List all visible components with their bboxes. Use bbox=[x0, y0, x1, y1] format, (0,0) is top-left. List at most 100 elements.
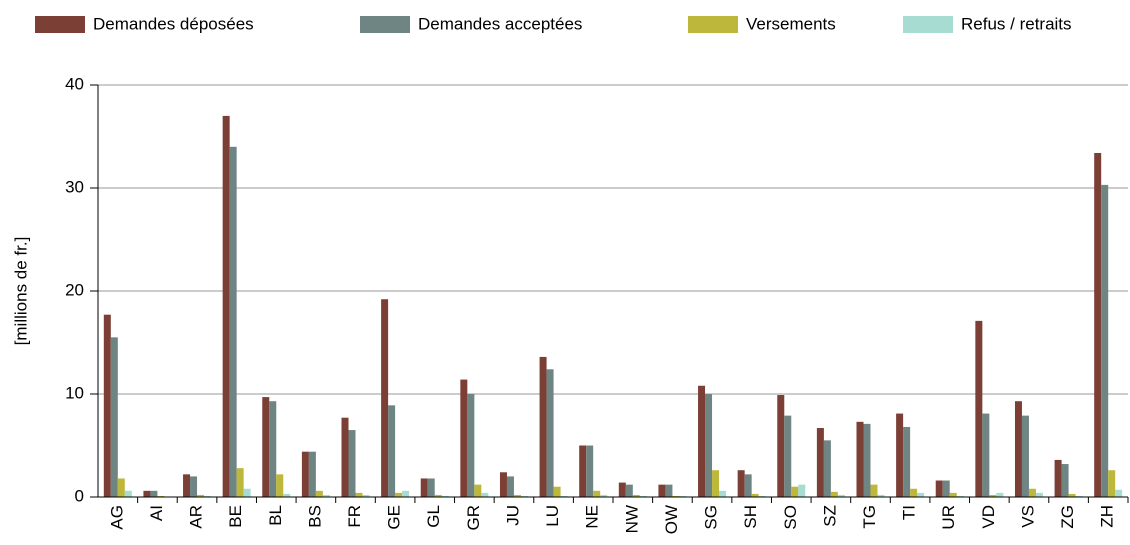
bar bbox=[420, 478, 428, 497]
bar bbox=[777, 395, 785, 497]
bar bbox=[863, 423, 871, 497]
bar bbox=[197, 494, 205, 497]
bar bbox=[816, 427, 824, 497]
bar bbox=[1035, 492, 1043, 497]
bar bbox=[1061, 464, 1069, 497]
y-tick-label: 40 bbox=[65, 74, 84, 93]
bar bbox=[877, 494, 885, 497]
bar bbox=[705, 394, 713, 497]
bar bbox=[798, 484, 806, 497]
bar bbox=[712, 470, 720, 497]
x-tick-label: BL bbox=[266, 505, 285, 526]
bar bbox=[157, 495, 165, 497]
bar bbox=[441, 495, 449, 497]
x-tick-label: TG bbox=[860, 505, 879, 529]
bar bbox=[276, 474, 284, 497]
x-tick-label: NW bbox=[622, 505, 641, 533]
bar bbox=[355, 492, 363, 497]
x-tick-label: AR bbox=[187, 505, 206, 529]
bar bbox=[1115, 489, 1123, 497]
bar bbox=[903, 426, 911, 497]
x-tick-label: GR bbox=[464, 505, 483, 531]
bar bbox=[243, 488, 251, 497]
x-tick-label: ZG bbox=[1058, 505, 1077, 529]
bar bbox=[837, 494, 845, 497]
bar bbox=[560, 495, 568, 497]
bar bbox=[236, 468, 244, 497]
bar bbox=[586, 445, 594, 497]
x-tick-label: GE bbox=[385, 505, 404, 530]
bar bbox=[150, 490, 158, 497]
bar bbox=[1075, 495, 1083, 497]
legend-label: Refus / retraits bbox=[961, 14, 1072, 33]
bar bbox=[618, 482, 626, 497]
bar bbox=[362, 494, 370, 497]
bar bbox=[784, 415, 792, 497]
bar bbox=[308, 451, 316, 497]
legend-swatch bbox=[903, 16, 953, 33]
bar bbox=[103, 314, 111, 497]
bar bbox=[222, 115, 230, 498]
bar bbox=[341, 417, 349, 497]
bar bbox=[751, 493, 759, 497]
bar bbox=[427, 478, 435, 497]
bar bbox=[143, 490, 151, 497]
bar bbox=[1094, 152, 1102, 498]
legend-swatch bbox=[688, 16, 738, 33]
bar bbox=[506, 476, 514, 497]
bar bbox=[499, 472, 507, 497]
bar bbox=[110, 337, 118, 497]
bar bbox=[672, 495, 680, 497]
y-tick-label: 30 bbox=[65, 177, 84, 196]
bar bbox=[744, 474, 752, 497]
bar bbox=[758, 495, 766, 497]
bar bbox=[737, 470, 745, 497]
bar bbox=[348, 430, 356, 497]
bar bbox=[625, 484, 633, 497]
bar bbox=[989, 494, 997, 497]
bar bbox=[579, 445, 587, 497]
bar bbox=[190, 476, 198, 497]
x-tick-label: NE bbox=[583, 505, 602, 529]
legend-swatch bbox=[35, 16, 85, 33]
bar bbox=[935, 480, 943, 497]
bar bbox=[183, 474, 191, 497]
y-axis-label: [millions de fr.] bbox=[11, 237, 30, 346]
bar bbox=[1054, 459, 1062, 497]
bar bbox=[283, 493, 291, 497]
x-tick-label: SH bbox=[741, 505, 760, 529]
x-tick-label: LU bbox=[543, 505, 562, 527]
bar bbox=[474, 484, 482, 497]
bar bbox=[942, 480, 950, 497]
bar bbox=[956, 495, 964, 497]
bar bbox=[600, 494, 608, 497]
bar bbox=[322, 494, 330, 497]
bar bbox=[982, 413, 990, 497]
bar bbox=[229, 146, 237, 498]
bar bbox=[1108, 470, 1116, 497]
y-tick-label: 20 bbox=[65, 280, 84, 299]
x-tick-label: AI bbox=[147, 505, 166, 521]
y-tick-label: 10 bbox=[65, 383, 84, 402]
x-tick-label: OW bbox=[662, 505, 681, 534]
bar bbox=[823, 440, 831, 497]
bar bbox=[124, 490, 132, 497]
bar bbox=[513, 494, 521, 497]
x-tick-label: GL bbox=[424, 505, 443, 528]
bar bbox=[698, 385, 706, 497]
bar bbox=[1014, 401, 1022, 497]
bar bbox=[269, 401, 277, 497]
x-tick-label: TI bbox=[900, 505, 919, 520]
x-tick-label: SZ bbox=[820, 505, 839, 527]
bar bbox=[896, 413, 904, 497]
x-tick-label: SG bbox=[702, 505, 721, 530]
bar bbox=[949, 492, 957, 497]
bar bbox=[658, 484, 666, 497]
bar bbox=[679, 495, 687, 497]
bar bbox=[388, 405, 396, 497]
bar bbox=[262, 397, 270, 497]
bar bbox=[1028, 488, 1036, 497]
bar bbox=[520, 495, 528, 497]
bar bbox=[917, 492, 925, 497]
